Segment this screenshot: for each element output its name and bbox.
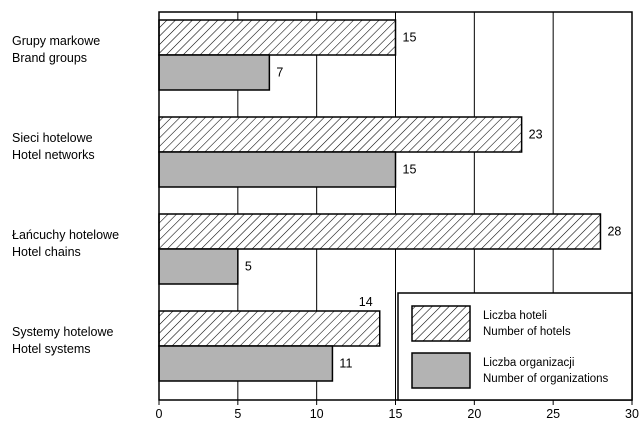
category-label-en: Hotel chains [12, 245, 81, 259]
legend-label-en: Number of hotels [483, 326, 571, 338]
data-label-organizations: 7 [276, 66, 283, 80]
data-label-organizations: 5 [245, 260, 252, 274]
legend-swatch-hotels [411, 305, 471, 342]
data-label-hotels: 14 [359, 295, 373, 309]
bar-hotels [158, 310, 381, 347]
legend-label-pl: Liczba hoteli [483, 310, 547, 322]
bar-hotels [158, 116, 523, 153]
category-label-pl: Systemy hotelowe [12, 325, 113, 339]
bar-organizations [158, 345, 334, 382]
data-label-hotels: 23 [529, 128, 543, 142]
category-label-pl: Grupy markowe [12, 34, 100, 48]
data-label-organizations: 11 [339, 357, 352, 371]
x-tick-label: 30 [625, 407, 639, 421]
category-label-pl: Łańcuchy hotelowe [12, 228, 119, 242]
x-axis: 0 5 10 15 20 25 30 [156, 11, 639, 421]
category-label-en: Hotel systems [12, 342, 91, 356]
data-label-hotels: 15 [403, 31, 417, 45]
x-tick-label: 25 [546, 407, 560, 421]
x-tick-label: 10 [310, 407, 324, 421]
x-tick-label: 5 [234, 407, 241, 421]
x-tick-label: 0 [156, 407, 163, 421]
legend-label-pl: Liczba organizacji [483, 357, 574, 369]
category-label-pl: Sieci hotelowe [12, 131, 93, 145]
legend-swatch-organizations [411, 352, 471, 389]
legend-label-en: Number of organizations [483, 373, 609, 385]
legend: Liczba hoteli Number of hotels Liczba orga… [397, 292, 633, 401]
bar-hotels [158, 213, 602, 250]
bar-organizations [158, 54, 271, 91]
bar-organizations [158, 151, 397, 188]
category-label-en: Brand groups [12, 51, 87, 65]
category-label-en: Hotel networks [12, 148, 95, 162]
x-tick-label: 15 [389, 407, 403, 421]
x-tick-label: 20 [467, 407, 481, 421]
data-label-organizations: 15 [403, 163, 417, 177]
labels: 15 7 Grupy markowe Brand groups 23 15 Sieci ho… [12, 31, 621, 371]
bar-organizations [158, 248, 239, 285]
data-label-hotels: 28 [607, 225, 621, 239]
bar-hotels [158, 19, 397, 56]
